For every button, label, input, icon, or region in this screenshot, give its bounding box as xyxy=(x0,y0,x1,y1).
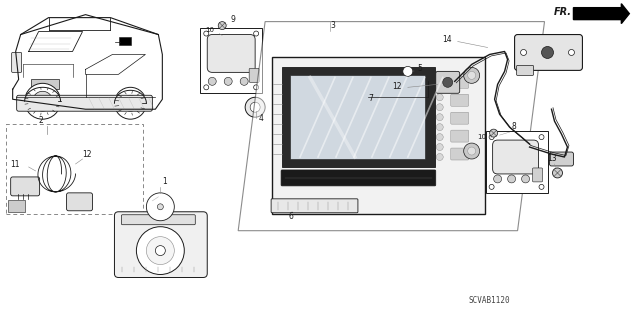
FancyBboxPatch shape xyxy=(120,37,131,46)
FancyBboxPatch shape xyxy=(200,27,262,93)
FancyBboxPatch shape xyxy=(451,76,468,88)
Circle shape xyxy=(253,85,259,90)
Circle shape xyxy=(147,193,174,221)
Text: 8: 8 xyxy=(511,122,516,131)
Circle shape xyxy=(436,134,444,141)
FancyBboxPatch shape xyxy=(451,148,468,160)
FancyBboxPatch shape xyxy=(451,112,468,124)
Circle shape xyxy=(25,83,61,119)
Circle shape xyxy=(489,135,494,140)
Circle shape xyxy=(443,78,452,87)
Circle shape xyxy=(489,184,494,189)
Circle shape xyxy=(218,22,226,30)
Circle shape xyxy=(253,31,259,36)
Circle shape xyxy=(464,143,479,159)
Circle shape xyxy=(552,168,563,178)
FancyBboxPatch shape xyxy=(436,71,460,93)
Circle shape xyxy=(208,78,216,85)
Polygon shape xyxy=(282,67,435,167)
Circle shape xyxy=(468,71,476,79)
Text: 13: 13 xyxy=(547,154,557,163)
Text: 5: 5 xyxy=(418,64,422,73)
Circle shape xyxy=(33,91,52,111)
Text: 12: 12 xyxy=(83,150,92,159)
Circle shape xyxy=(147,237,174,264)
Circle shape xyxy=(468,147,476,155)
FancyBboxPatch shape xyxy=(11,177,40,196)
Circle shape xyxy=(436,74,444,81)
Circle shape xyxy=(436,94,444,101)
FancyBboxPatch shape xyxy=(271,199,358,213)
Circle shape xyxy=(436,124,444,130)
Circle shape xyxy=(115,87,147,119)
Circle shape xyxy=(127,100,133,106)
Polygon shape xyxy=(272,57,484,214)
Circle shape xyxy=(122,95,138,111)
Circle shape xyxy=(204,85,209,90)
FancyBboxPatch shape xyxy=(8,200,25,212)
Circle shape xyxy=(490,129,498,137)
FancyBboxPatch shape xyxy=(451,94,468,106)
Text: 12: 12 xyxy=(392,82,401,91)
FancyBboxPatch shape xyxy=(493,140,538,174)
Circle shape xyxy=(40,98,45,104)
Circle shape xyxy=(136,227,184,274)
Circle shape xyxy=(436,104,444,111)
Text: 3: 3 xyxy=(330,21,335,30)
FancyBboxPatch shape xyxy=(281,170,436,186)
Circle shape xyxy=(240,78,248,85)
FancyBboxPatch shape xyxy=(532,168,543,182)
FancyBboxPatch shape xyxy=(67,193,93,211)
Polygon shape xyxy=(290,75,425,159)
Text: 2: 2 xyxy=(38,116,44,125)
Circle shape xyxy=(436,153,444,160)
Circle shape xyxy=(245,97,265,117)
Circle shape xyxy=(539,135,544,140)
Circle shape xyxy=(568,49,575,56)
Text: 6: 6 xyxy=(288,212,293,221)
Text: 14: 14 xyxy=(442,34,451,43)
Text: 7: 7 xyxy=(368,94,372,103)
FancyBboxPatch shape xyxy=(6,124,143,214)
Text: 1: 1 xyxy=(163,177,167,186)
Circle shape xyxy=(508,175,516,183)
Circle shape xyxy=(520,49,527,56)
FancyBboxPatch shape xyxy=(515,34,582,70)
Circle shape xyxy=(464,67,479,83)
Polygon shape xyxy=(573,4,629,24)
FancyBboxPatch shape xyxy=(550,152,573,166)
FancyBboxPatch shape xyxy=(249,68,259,82)
Circle shape xyxy=(157,204,163,210)
FancyBboxPatch shape xyxy=(516,65,534,75)
Circle shape xyxy=(436,144,444,151)
Circle shape xyxy=(539,184,544,189)
Text: 11: 11 xyxy=(11,160,20,169)
FancyBboxPatch shape xyxy=(31,79,59,89)
Circle shape xyxy=(436,114,444,121)
Circle shape xyxy=(224,78,232,85)
Circle shape xyxy=(541,47,554,58)
Circle shape xyxy=(250,102,260,112)
FancyBboxPatch shape xyxy=(207,34,255,72)
Circle shape xyxy=(522,175,529,183)
Text: SCVAB1120: SCVAB1120 xyxy=(469,296,511,305)
FancyBboxPatch shape xyxy=(17,95,152,111)
FancyBboxPatch shape xyxy=(451,130,468,142)
Text: 10: 10 xyxy=(205,26,214,33)
Circle shape xyxy=(493,175,502,183)
FancyBboxPatch shape xyxy=(12,52,22,72)
Circle shape xyxy=(403,66,413,76)
Text: 4: 4 xyxy=(258,114,263,123)
Circle shape xyxy=(436,84,444,91)
Text: 9: 9 xyxy=(230,15,235,24)
FancyBboxPatch shape xyxy=(486,131,547,193)
Text: 10: 10 xyxy=(477,134,486,140)
Circle shape xyxy=(204,31,209,36)
Text: FR.: FR. xyxy=(554,7,572,17)
Circle shape xyxy=(156,246,165,256)
FancyBboxPatch shape xyxy=(115,212,207,278)
FancyBboxPatch shape xyxy=(122,215,195,225)
Polygon shape xyxy=(238,22,545,231)
